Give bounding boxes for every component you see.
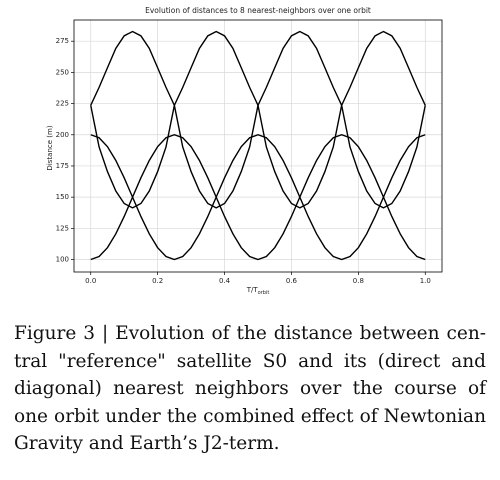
caption-line: Figure 3 | Evolution of the distance bet… [14, 323, 486, 344]
x-tick-label: 0.2 [152, 277, 163, 285]
series-line [90, 134, 426, 261]
x-tick-label: 0.8 [353, 277, 364, 285]
x-tick-label: 1.0 [420, 277, 431, 285]
x-tick-label: 0.6 [286, 277, 298, 285]
caption-line: tral "reference" satellite S0 and its (d… [14, 350, 486, 372]
plot-frame [73, 19, 443, 273]
y-tick-label: 250 [56, 68, 69, 76]
y-tick-label: 100 [56, 256, 69, 264]
caption-line: one orbit under the combined effect of N… [14, 405, 486, 427]
y-tick-label: 150 [56, 193, 69, 201]
y-tick-label: 275 [56, 37, 69, 45]
y-tick-label: 175 [56, 162, 69, 170]
chart-title: Evolution of distances to 8 nearest-neig… [145, 6, 371, 15]
y-tick-label: 225 [56, 100, 69, 108]
x-label-main: T/T [246, 286, 259, 294]
caption-line: Gravity and Earth’s J2-term. [14, 433, 280, 454]
y-axis-label: Distance (m) [46, 125, 54, 170]
chart: Evolution of distances to 8 nearest-neig… [46, 6, 443, 296]
x-axis-label: T/Torbit [246, 286, 270, 296]
series-line [90, 134, 426, 261]
x-label-sub: orbit [258, 290, 270, 296]
x-tick-label: 0.0 [85, 277, 96, 285]
y-tick-label: 200 [56, 131, 69, 139]
series-line [90, 30, 426, 209]
caption-line: diagonal) nearest neighbors over the cou… [14, 378, 486, 399]
caption: Figure 3 | Evolution of the distance bet… [14, 320, 486, 458]
x-tick-label: 0.4 [219, 277, 231, 285]
series-line [90, 30, 426, 209]
y-tick-label: 125 [56, 224, 69, 232]
